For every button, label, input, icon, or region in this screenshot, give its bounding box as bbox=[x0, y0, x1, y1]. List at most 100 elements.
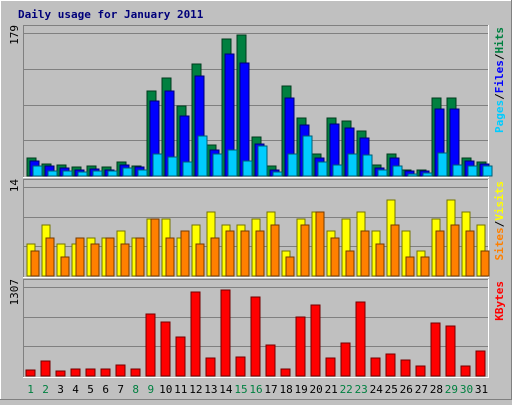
bar-pages-day-27 bbox=[422, 172, 433, 177]
day-label-8: 8 bbox=[132, 383, 139, 396]
day-label-19: 19 bbox=[294, 383, 307, 396]
bar-sites-day-3 bbox=[60, 256, 70, 277]
bar-sites-day-12 bbox=[195, 243, 205, 277]
bar-kbytes-day-10 bbox=[160, 321, 171, 377]
legend-entry: Files bbox=[493, 60, 506, 93]
day-label-27: 27 bbox=[415, 383, 428, 396]
day-label-28: 28 bbox=[430, 383, 443, 396]
legend-label: Sites/Visits bbox=[493, 181, 506, 261]
bar-sites-day-2 bbox=[45, 237, 55, 277]
bar-pages-day-24 bbox=[377, 169, 388, 177]
bar-pages-day-5 bbox=[92, 170, 103, 177]
bar-pages-day-19 bbox=[302, 135, 313, 177]
bar-kbytes-day-5 bbox=[85, 368, 96, 377]
bar-pages-day-11 bbox=[182, 161, 193, 177]
day-label-9: 9 bbox=[147, 383, 154, 396]
bar-kbytes-day-23 bbox=[355, 301, 366, 377]
bar-sites-day-28 bbox=[435, 230, 445, 277]
bar-kbytes-day-7 bbox=[115, 364, 126, 377]
day-label-31: 31 bbox=[475, 383, 488, 396]
legend-entry: KBytes bbox=[493, 281, 506, 321]
bar-pages-day-22 bbox=[347, 153, 358, 177]
ymax-label: 14 bbox=[8, 179, 21, 193]
day-label-12: 12 bbox=[189, 383, 202, 396]
bar-sites-day-30 bbox=[465, 230, 475, 277]
bar-pages-day-14 bbox=[227, 149, 238, 177]
bar-sites-day-23 bbox=[360, 230, 370, 277]
day-label-24: 24 bbox=[370, 383, 384, 396]
bar-kbytes-day-13 bbox=[205, 357, 216, 377]
chart-title: Daily usage for January 2011 bbox=[18, 8, 204, 21]
bar-kbytes-day-21 bbox=[325, 357, 336, 377]
panel-middle: 14 Sites/Visits bbox=[8, 179, 506, 278]
bar-sites-day-1 bbox=[30, 250, 40, 277]
bar-kbytes-day-18 bbox=[280, 368, 291, 377]
bar-kbytes-day-16 bbox=[250, 296, 261, 377]
bar-kbytes-day-8 bbox=[130, 368, 141, 377]
ymax-label: 1307 bbox=[8, 279, 21, 306]
bar-pages-day-4 bbox=[77, 171, 88, 177]
bar-pages-day-23 bbox=[362, 154, 373, 177]
bar-kbytes-day-3 bbox=[55, 370, 66, 377]
panel-bottom: 1307 KBytes bbox=[8, 279, 506, 378]
day-label-21: 21 bbox=[325, 383, 338, 396]
legend-entry: Visits bbox=[493, 181, 506, 221]
bar-sites-day-26 bbox=[405, 256, 415, 277]
day-label-16: 16 bbox=[249, 383, 262, 396]
bar-pages-day-3 bbox=[62, 170, 73, 177]
bar-kbytes-day-14 bbox=[220, 289, 231, 377]
bar-sites-day-9 bbox=[150, 218, 160, 277]
bar-sites-day-6 bbox=[105, 237, 115, 277]
bar-sites-day-7 bbox=[120, 243, 130, 277]
day-label-2: 2 bbox=[42, 383, 49, 396]
bar-kbytes-day-30 bbox=[460, 365, 471, 377]
legend-entry: / bbox=[493, 220, 506, 227]
day-label-5: 5 bbox=[87, 383, 94, 396]
bar-sites-day-15 bbox=[240, 230, 250, 277]
bar-kbytes-day-22 bbox=[340, 342, 351, 377]
day-label-10: 10 bbox=[159, 383, 172, 396]
bar-kbytes-day-1 bbox=[25, 369, 36, 377]
bar-kbytes-day-31 bbox=[475, 350, 486, 377]
bar-pages-day-2 bbox=[47, 170, 58, 177]
bar-pages-day-9 bbox=[152, 153, 163, 177]
bar-sites-day-20 bbox=[315, 211, 325, 277]
bar-sites-day-8 bbox=[135, 237, 145, 277]
bar-pages-day-17 bbox=[272, 171, 283, 177]
bar-sites-day-14 bbox=[225, 230, 235, 277]
day-label-14: 14 bbox=[219, 383, 233, 396]
bar-sites-day-16 bbox=[255, 230, 265, 277]
bar-pages-day-30 bbox=[467, 165, 478, 177]
bar-pages-day-16 bbox=[257, 145, 268, 177]
bar-sites-day-10 bbox=[165, 237, 175, 277]
bar-kbytes-day-25 bbox=[385, 353, 396, 377]
bar-pages-day-18 bbox=[287, 153, 298, 177]
day-label-18: 18 bbox=[279, 383, 292, 396]
bar-pages-day-20 bbox=[317, 161, 328, 177]
bar-pages-day-31 bbox=[482, 165, 493, 177]
bar-pages-day-7 bbox=[122, 167, 133, 177]
bar-sites-day-18 bbox=[285, 256, 295, 277]
legend-entry: Pages bbox=[493, 100, 506, 133]
legend-entry: / bbox=[493, 93, 506, 100]
bar-pages-day-21 bbox=[332, 164, 343, 177]
day-label-17: 17 bbox=[264, 383, 277, 396]
bar-files-day-15 bbox=[239, 62, 250, 177]
day-label-11: 11 bbox=[174, 383, 187, 396]
day-label-22: 22 bbox=[340, 383, 353, 396]
day-label-3: 3 bbox=[57, 383, 64, 396]
day-label-26: 26 bbox=[400, 383, 413, 396]
bar-sites-day-4 bbox=[75, 237, 85, 277]
legend-entry: / bbox=[493, 53, 506, 60]
bar-pages-day-26 bbox=[407, 173, 418, 177]
bar-sites-day-13 bbox=[210, 237, 220, 277]
bar-sites-day-19 bbox=[300, 224, 310, 277]
day-label-13: 13 bbox=[204, 383, 217, 396]
bar-kbytes-day-26 bbox=[400, 359, 411, 377]
bar-kbytes-day-29 bbox=[445, 325, 456, 377]
legend-label: Pages/Files/Hits bbox=[493, 27, 506, 133]
day-label-1: 1 bbox=[27, 383, 34, 396]
